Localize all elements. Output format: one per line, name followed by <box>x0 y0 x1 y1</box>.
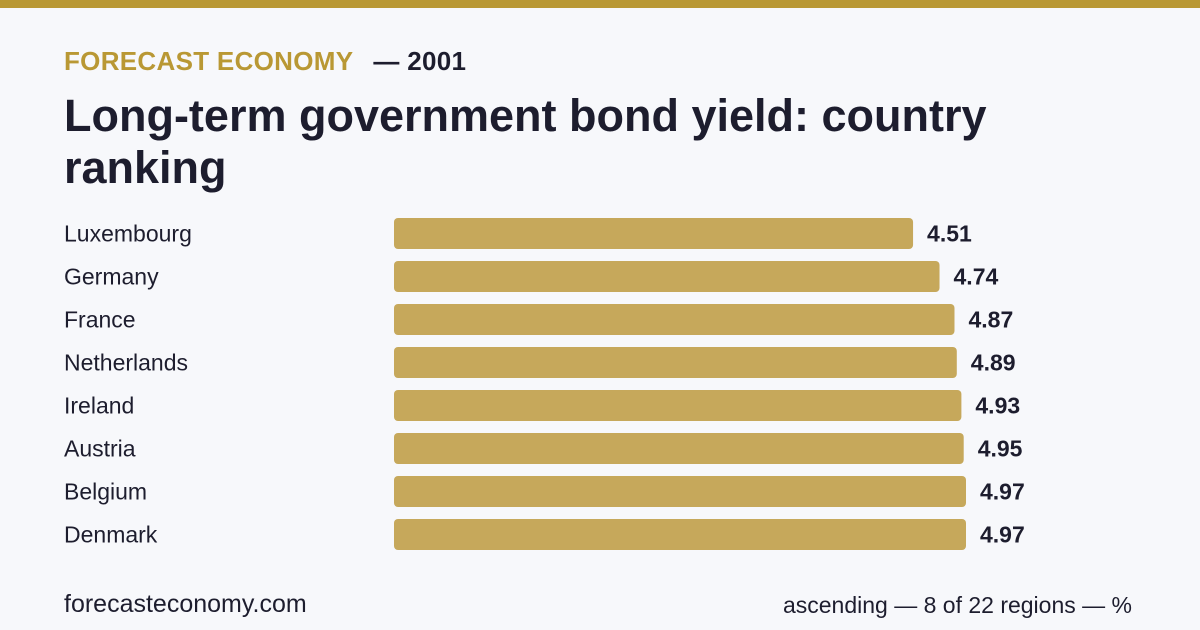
category-label: France <box>64 307 136 333</box>
kicker: FORECAST ECONOMY — 2001 <box>64 46 466 77</box>
category-label: Ireland <box>64 393 134 419</box>
bar[interactable] <box>394 476 966 507</box>
value-label: 4.87 <box>968 307 1013 333</box>
footer-site[interactable]: forecasteconomy.com <box>64 590 307 618</box>
category-label: Netherlands <box>64 350 188 376</box>
value-label: 4.74 <box>954 264 999 290</box>
bar[interactable] <box>394 218 914 249</box>
value-label: 4.97 <box>980 522 1025 548</box>
chart-title: Long-term government bond yield: country… <box>64 90 987 193</box>
value-label: 4.93 <box>975 393 1020 419</box>
value-label: 4.51 <box>927 221 972 247</box>
value-label: 4.89 <box>971 350 1016 376</box>
bar[interactable] <box>394 433 964 464</box>
bar-chart: Luxembourg 4.51 Germany 4.74 France 4.87 Nethe… <box>64 218 1025 550</box>
category-label: Luxembourg <box>64 221 192 247</box>
category-label: Germany <box>64 264 159 290</box>
value-label: 4.95 <box>978 436 1023 462</box>
bar[interactable] <box>394 304 955 335</box>
footer-note: ascending — 8 of 22 regions — % <box>782 592 1132 618</box>
year-label: — 2001 <box>373 46 467 76</box>
bar[interactable] <box>394 261 940 292</box>
category-label: Denmark <box>64 522 158 548</box>
bar[interactable] <box>394 347 957 378</box>
category-label: Belgium <box>64 479 147 505</box>
brand-name: FORECAST ECONOMY <box>64 46 354 76</box>
category-label: Austria <box>64 436 136 462</box>
bar[interactable] <box>394 390 962 421</box>
value-label: 4.97 <box>980 479 1025 505</box>
bar[interactable] <box>394 519 966 550</box>
top-accent-bar <box>0 0 1200 8</box>
